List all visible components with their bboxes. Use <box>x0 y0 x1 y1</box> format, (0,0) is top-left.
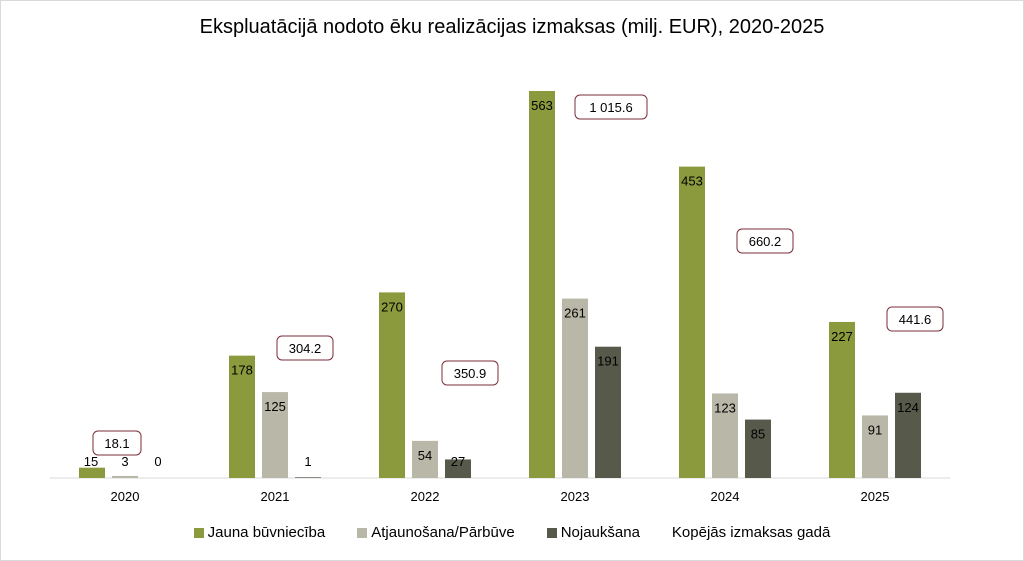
legend-swatch <box>357 527 368 538</box>
data-label: 261 <box>564 306 586 321</box>
legend-label: Jauna būvniecība <box>207 524 326 541</box>
data-label: 1 <box>304 454 311 469</box>
bar-jaunabvniecba <box>79 467 105 478</box>
x-tick-label: 2025 <box>861 489 890 504</box>
data-label: 124 <box>897 400 919 415</box>
data-label: 15 <box>84 454 98 469</box>
data-label: 123 <box>714 400 736 415</box>
legend-item: Atjaunošana/Pārbūve <box>357 524 515 541</box>
data-label: 54 <box>418 448 432 463</box>
data-label: 178 <box>231 363 253 378</box>
data-label: 3 <box>121 454 128 469</box>
legend-item: Jauna būvniecība <box>193 524 326 541</box>
legend-swatch <box>193 527 204 538</box>
data-label: 227 <box>831 329 853 344</box>
data-label: 91 <box>868 422 882 437</box>
data-label: 270 <box>381 299 403 314</box>
bar-nojaukana <box>445 459 471 478</box>
legend-item: Kopējās izmaksas gadā <box>672 524 830 541</box>
bar-atjaunoanaprbve <box>862 415 888 478</box>
legend-swatch <box>546 527 557 538</box>
bar-nojaukana <box>595 346 621 478</box>
x-tick-label: 2023 <box>561 489 590 504</box>
bar-nojaukana <box>895 392 921 478</box>
bar-jaunabvniecba <box>679 166 705 478</box>
total-label: 1 015.6 <box>589 100 632 115</box>
bar-atjaunoanaprbve <box>412 440 438 478</box>
data-label: 27 <box>451 454 465 469</box>
data-label: 0 <box>154 454 161 469</box>
legend-label: Nojaukšana <box>560 524 640 541</box>
bar-jaunabvniecba <box>829 321 855 478</box>
total-label-box <box>736 228 794 254</box>
bar-atjaunoanaprbve <box>262 392 288 478</box>
legend-item: Nojaukšana <box>546 524 640 541</box>
data-label: 125 <box>264 399 286 414</box>
legend-label: Kopējās izmaksas gadā <box>671 524 831 541</box>
total-label: 660.2 <box>749 234 782 249</box>
x-tick-label: 2020 <box>111 489 140 504</box>
total-label: 304.2 <box>289 341 322 356</box>
bar-jaunabvniecba <box>529 91 555 478</box>
x-tick-label: 2021 <box>261 489 290 504</box>
total-label: 350.9 <box>454 366 487 381</box>
legend-label: Atjaunošana/Pārbūve <box>371 524 515 541</box>
bar-atjaunoanaprbve <box>712 393 738 478</box>
total-label-box <box>276 335 334 361</box>
data-label: 85 <box>751 427 765 442</box>
chart-title: Ekspluatācijā nodoto ēku realizācijas iz… <box>199 16 825 38</box>
bar-atjaunoanaprbve <box>562 298 588 478</box>
bar-jaunabvniecba <box>229 355 255 478</box>
x-tick-label: 2022 <box>411 489 440 504</box>
total-label-box <box>92 430 142 456</box>
data-label: 453 <box>681 174 703 189</box>
bar-nojaukana <box>745 419 771 478</box>
total-label-box <box>886 306 944 332</box>
data-label: 563 <box>531 98 553 113</box>
total-label: 441.6 <box>899 312 932 327</box>
total-label: 18.1 <box>104 436 129 451</box>
bar-atjaunoanaprbve <box>112 475 138 478</box>
total-label-box <box>441 360 499 386</box>
bar-nojaukana <box>295 477 321 478</box>
total-label-box <box>574 94 648 120</box>
data-label: 191 <box>597 354 619 369</box>
x-tick-label: 2024 <box>711 489 740 504</box>
legend: Jauna būvniecība Atjaunošana/Pārbūve Nojau… <box>0 524 1024 541</box>
bar-jaunabvniecba <box>379 292 405 478</box>
